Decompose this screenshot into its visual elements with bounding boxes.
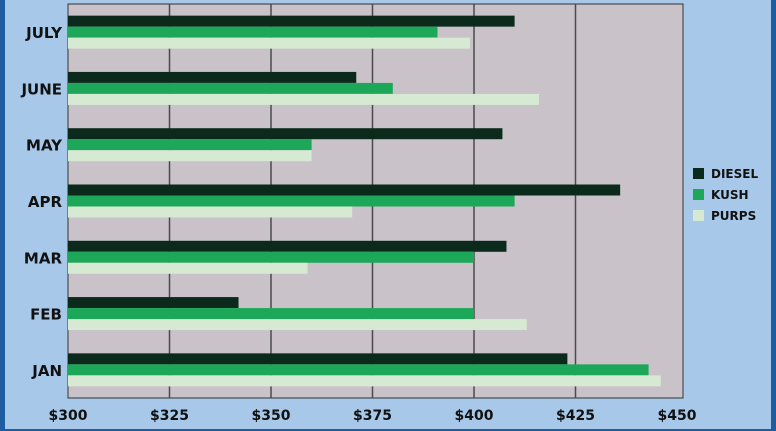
category-label: JUNE <box>20 80 62 98</box>
legend-swatch-kush <box>693 189 704 200</box>
bar-purps-may <box>68 150 312 162</box>
bar-diesel-may <box>68 128 503 140</box>
x-tick-label: $350 <box>252 408 291 424</box>
legend-label-purps: PURPS <box>711 209 756 223</box>
bar-kush-mar <box>68 251 474 263</box>
bar-purps-apr <box>68 206 353 218</box>
legend-label-diesel: DIESEL <box>711 167 758 181</box>
bar-purps-june <box>68 93 539 105</box>
x-tick-label: $425 <box>556 408 595 424</box>
bar-kush-apr <box>68 195 515 207</box>
category-label: FEB <box>30 306 62 324</box>
x-tick-label: $450 <box>658 408 697 424</box>
bar-kush-june <box>68 82 393 94</box>
category-label: JULY <box>25 24 63 42</box>
category-label: JAN <box>31 362 62 380</box>
bar-purps-feb <box>68 319 527 331</box>
bar-diesel-july <box>68 15 515 27</box>
legend-swatch-purps <box>693 210 704 221</box>
x-tick-label: $400 <box>455 408 494 424</box>
bar-diesel-apr <box>68 184 621 196</box>
bar-purps-jan <box>68 375 661 387</box>
bar-diesel-june <box>68 71 357 83</box>
price-chart: JAN FEB MAR APR MAY JUNE JULY $300 $325 $350 $375 $… <box>20 3 758 424</box>
bar-kush-may <box>68 139 312 151</box>
bar-kush-july <box>68 26 438 38</box>
x-tick-label: $325 <box>150 408 189 424</box>
category-label: APR <box>28 193 63 211</box>
bar-kush-jan <box>68 364 649 376</box>
bar-diesel-mar <box>68 240 507 252</box>
legend-swatch-diesel <box>693 168 704 179</box>
bar-purps-mar <box>68 262 308 274</box>
bar-diesel-jan <box>68 353 568 365</box>
category-label: MAY <box>26 137 63 155</box>
bar-purps-july <box>68 37 470 49</box>
category-label: MAR <box>24 249 63 267</box>
legend-label-kush: KUSH <box>711 188 749 202</box>
chart-panel: JAN FEB MAR APR MAY JUNE JULY $300 $325 $350 $375 $… <box>5 0 771 429</box>
x-tick-label: $300 <box>49 408 88 424</box>
bar-kush-feb <box>68 308 474 320</box>
bar-diesel-feb <box>68 297 239 309</box>
x-tick-label: $375 <box>353 408 392 424</box>
